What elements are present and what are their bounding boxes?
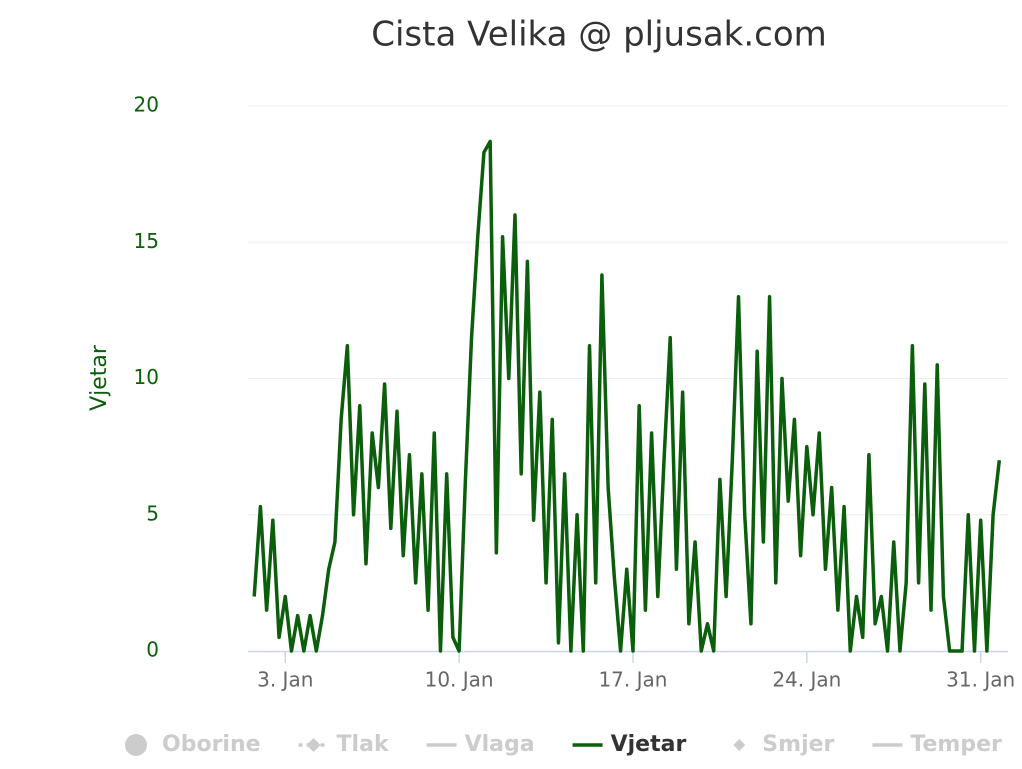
x-tick-label: 24. Jan [772,668,841,692]
legend-label: Tlak [337,732,390,757]
y-tick-label: 15 [134,229,159,253]
x-tick-label: 10. Jan [425,668,494,692]
legend-item[interactable]: Smjer [733,732,835,757]
x-tick-label: 31. Jan [946,668,1015,692]
legend-item[interactable]: Vjetar [572,732,687,757]
x-tick-label: 3. Jan [257,668,313,692]
legend-label: Oborine [162,732,261,757]
data-line [252,139,1002,653]
legend-label: Vjetar [611,732,687,757]
legend-item[interactable]: Vlaga [426,732,535,757]
x-tick-label: 17. Jan [598,668,667,692]
legend-symbol [125,734,147,756]
y-axis-title: Vjetar [87,344,112,411]
legend-label: Temper [910,732,1002,757]
legend-label: Smjer [762,732,834,757]
legend-item[interactable]: Temper [872,732,1002,757]
y-tick-label: 5 [146,501,159,525]
legend-item[interactable]: Tlak [298,732,390,757]
y-tick-label: 0 [146,638,159,662]
legend-label: Vlaga [465,732,535,757]
legend-symbol [306,738,321,752]
y-tick-label: 10 [134,365,159,389]
y-tick-label: 20 [134,93,159,117]
chart-title: Cista Velika @ pljusak.com [371,15,827,55]
legend-item[interactable]: Oborine [125,732,261,757]
legend-symbol [733,739,746,751]
